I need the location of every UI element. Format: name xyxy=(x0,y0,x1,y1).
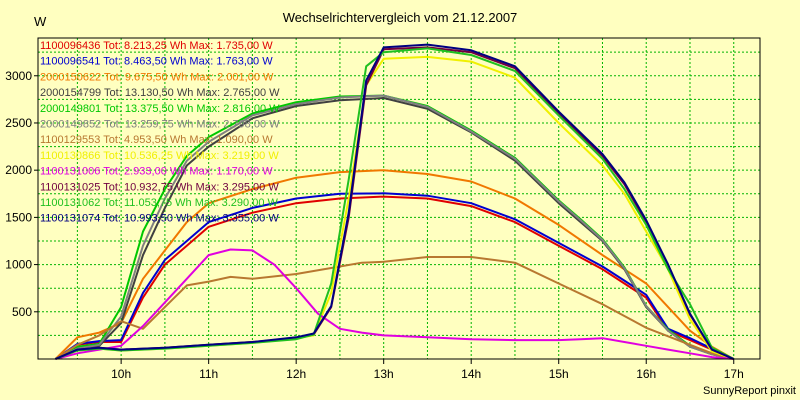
x-tick-label: 16h xyxy=(636,367,656,381)
y-tick-label: 3000 xyxy=(5,69,32,83)
legend-entry-7: 1100129553 Tot: 4.953,50 Wh Max: 1.090,0… xyxy=(40,134,273,146)
axis-ticks: 10h 11h 12h 13h 14h 15h 16h 17h 500 1000 1500 2000 2… xyxy=(5,69,743,381)
chart-title: Wechselrichtervergleich vom 21.12.2007 xyxy=(282,10,518,25)
legend-entry-5: 2000149801 Tot: 13.375,50 Wh Max: 2.816,… xyxy=(40,103,280,115)
series-line-3 xyxy=(54,169,735,360)
x-tick-label: 15h xyxy=(549,367,569,381)
legend-entry-10: 1100131025 Tot: 10.932,75 Wh Max: 3.295,… xyxy=(40,181,279,193)
y-tick-label: 2000 xyxy=(5,163,32,177)
x-tick-label: 10h xyxy=(111,367,131,381)
legend-entry-6: 2000149852 Tot: 13.259,75 Wh Max: 2.798,… xyxy=(40,119,280,131)
series-line-9 xyxy=(55,248,734,360)
legend-entry-1: 1100096436 Tot: 8.213,25 Wh Max: 1.735,0… xyxy=(40,40,273,52)
x-tick-label: 12h xyxy=(286,367,306,381)
plot-border xyxy=(37,37,761,360)
x-tick-label: 17h xyxy=(724,367,744,381)
legend-entry-8: 1100130866 Tot: 10.536,25 Wh Max: 3.219,… xyxy=(40,150,279,162)
legend-entry-9: 1100131006 Tot: 2.933,00 Wh Max: 1.170,0… xyxy=(40,166,273,178)
x-tick-label: 11h xyxy=(199,367,218,381)
x-tick-label: 14h xyxy=(461,367,481,381)
series-line-12 xyxy=(55,43,735,360)
legend: 1100096436 Tot: 8.213,25 Wh Max: 1.735,0… xyxy=(40,40,280,225)
grid-lines xyxy=(38,38,760,359)
series-line-1 xyxy=(54,195,735,360)
series-lines xyxy=(54,43,735,360)
series-line-6 xyxy=(55,94,734,360)
y-tick-label: 500 xyxy=(12,305,32,319)
legend-entry-4: 2000154799 Tot: 13.130,50 Wh Max: 2.765,… xyxy=(40,87,280,99)
legend-entry-2: 1100096541 Tot: 8.463,50 Wh Max: 1.763,0… xyxy=(40,56,273,68)
y-tick-label: 1500 xyxy=(5,210,32,224)
plot-frame xyxy=(37,37,761,360)
legend-entry-11: 1100131062 Tot: 11.053,75 Wh Max: 3.290,… xyxy=(40,197,279,209)
y-tick-label: 1000 xyxy=(5,258,32,272)
y-tick-label: 2500 xyxy=(5,116,32,130)
legend-entry-12: 1100131074 Tot: 10.993,50 Wh Max: 3.355,… xyxy=(40,213,279,225)
legend-entry-3: 2000150622 Tot: 9.675,50 Wh Max: 2.001,0… xyxy=(40,71,274,83)
x-tick-label: 13h xyxy=(374,367,394,381)
series-line-2 xyxy=(54,192,735,360)
credit-text: SunnyReport pinxit xyxy=(703,385,796,397)
y-axis-label: W xyxy=(34,14,47,29)
